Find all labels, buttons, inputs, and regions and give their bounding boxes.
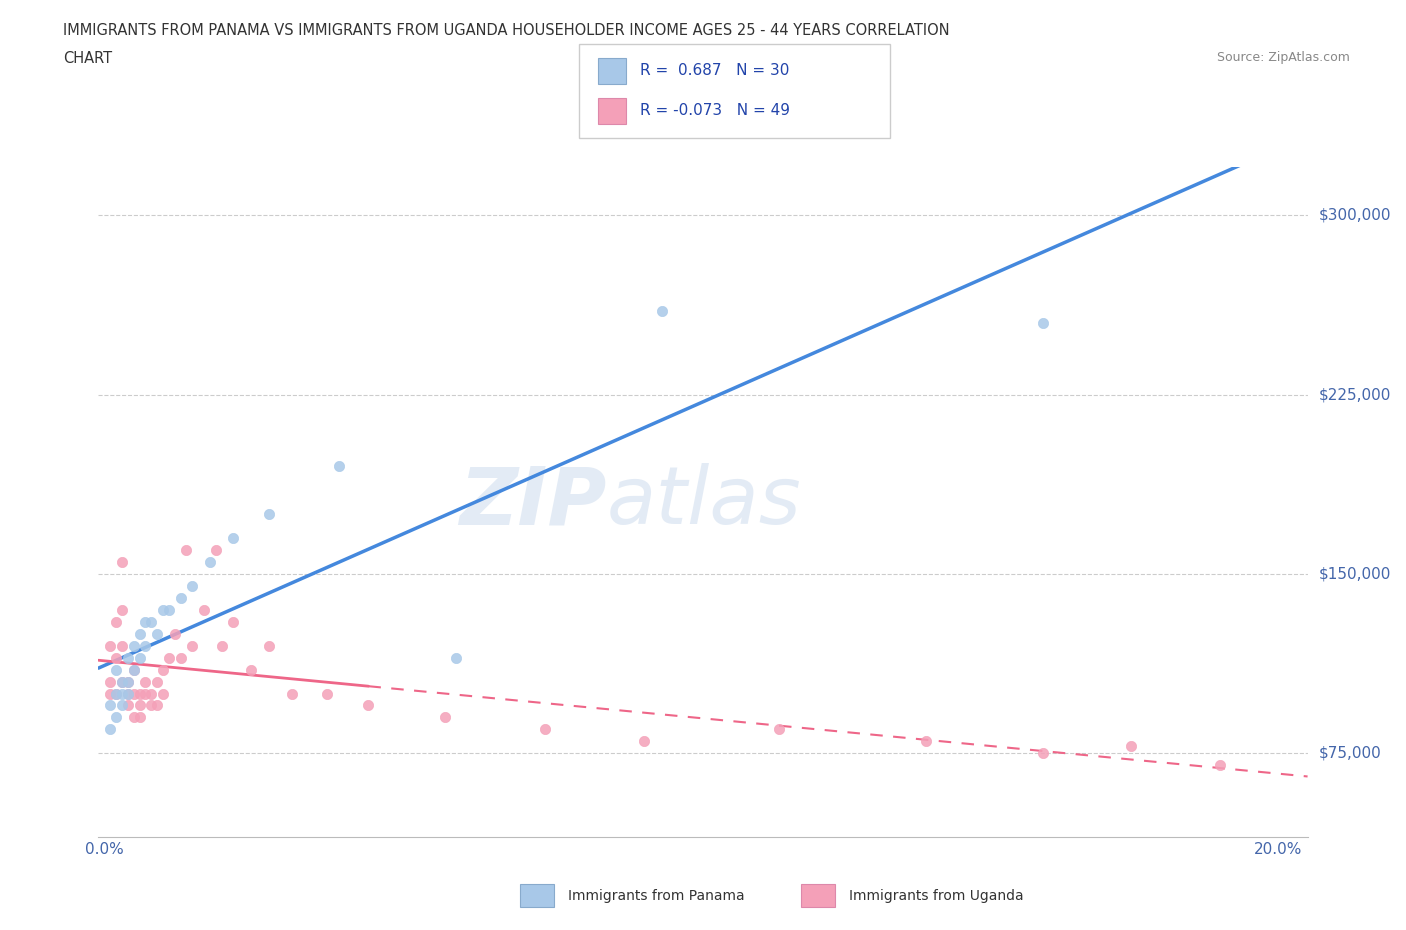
Point xyxy=(98,698,121,713)
Point xyxy=(98,674,121,689)
Point xyxy=(111,554,134,569)
Point xyxy=(122,710,145,724)
Point xyxy=(122,662,145,677)
Point xyxy=(181,638,204,653)
Point xyxy=(128,710,150,724)
Point xyxy=(134,638,156,653)
Point xyxy=(433,710,456,724)
Point xyxy=(111,674,134,689)
Point xyxy=(117,650,139,665)
Point xyxy=(122,638,145,653)
Point xyxy=(134,615,156,630)
Point xyxy=(111,686,134,701)
Point xyxy=(157,603,180,618)
Point xyxy=(163,626,186,641)
Point xyxy=(98,686,121,701)
Point xyxy=(111,674,134,689)
Point xyxy=(328,458,350,473)
Point xyxy=(105,710,128,724)
Point xyxy=(117,674,139,689)
Point xyxy=(152,603,174,618)
Point xyxy=(111,603,134,618)
Point xyxy=(141,686,163,701)
Text: $75,000: $75,000 xyxy=(1319,746,1382,761)
Point xyxy=(128,626,150,641)
Point xyxy=(222,615,245,630)
Point xyxy=(181,578,204,593)
Point xyxy=(105,686,128,701)
Point xyxy=(105,650,128,665)
Text: $150,000: $150,000 xyxy=(1319,566,1391,581)
Point xyxy=(1208,758,1230,773)
Point xyxy=(257,638,280,653)
Point xyxy=(633,734,655,749)
Point xyxy=(134,674,156,689)
Text: IMMIGRANTS FROM PANAMA VS IMMIGRANTS FROM UGANDA HOUSEHOLDER INCOME AGES 25 - 44: IMMIGRANTS FROM PANAMA VS IMMIGRANTS FRO… xyxy=(63,23,950,38)
Point xyxy=(211,638,233,653)
Point xyxy=(111,698,134,713)
Text: Immigrants from Panama: Immigrants from Panama xyxy=(568,888,745,903)
Point xyxy=(357,698,380,713)
Point xyxy=(152,662,174,677)
Point xyxy=(157,650,180,665)
Point xyxy=(122,662,145,677)
Point xyxy=(128,698,150,713)
Point xyxy=(257,507,280,522)
Point xyxy=(117,674,139,689)
Point xyxy=(176,542,198,557)
Point xyxy=(134,686,156,701)
Point xyxy=(141,698,163,713)
Text: Source: ZipAtlas.com: Source: ZipAtlas.com xyxy=(1216,51,1350,64)
Point xyxy=(98,638,121,653)
Point xyxy=(651,303,673,318)
Point xyxy=(146,674,169,689)
Point xyxy=(146,626,169,641)
Point xyxy=(117,698,139,713)
Point xyxy=(915,734,938,749)
Point xyxy=(204,542,226,557)
Point xyxy=(105,662,128,677)
Point xyxy=(198,554,221,569)
Point xyxy=(768,722,790,737)
Point xyxy=(533,722,555,737)
Point xyxy=(1032,746,1054,761)
Point xyxy=(222,531,245,546)
Point xyxy=(240,662,263,677)
Point xyxy=(111,638,134,653)
Point xyxy=(446,650,468,665)
Point xyxy=(1121,738,1143,753)
Point xyxy=(1032,315,1054,330)
Text: CHART: CHART xyxy=(63,51,112,66)
Text: R =  0.687   N = 30: R = 0.687 N = 30 xyxy=(640,63,789,78)
Point xyxy=(146,698,169,713)
Text: R = -0.073   N = 49: R = -0.073 N = 49 xyxy=(640,103,790,118)
Text: $225,000: $225,000 xyxy=(1319,387,1391,402)
Point xyxy=(117,686,139,701)
Text: atlas: atlas xyxy=(606,463,801,541)
Point xyxy=(152,686,174,701)
Point xyxy=(128,650,150,665)
Point xyxy=(169,591,191,605)
Point xyxy=(281,686,304,701)
Y-axis label: Householder Income Ages 25 - 44 years: Householder Income Ages 25 - 44 years xyxy=(0,364,7,641)
Point xyxy=(105,615,128,630)
Text: ZIP: ZIP xyxy=(458,463,606,541)
Text: Immigrants from Uganda: Immigrants from Uganda xyxy=(849,888,1024,903)
Point xyxy=(316,686,339,701)
Text: $300,000: $300,000 xyxy=(1319,207,1391,222)
Point xyxy=(128,686,150,701)
Point xyxy=(98,722,121,737)
Point xyxy=(193,603,215,618)
Point xyxy=(117,686,139,701)
Point xyxy=(105,686,128,701)
Point xyxy=(141,615,163,630)
Point xyxy=(122,686,145,701)
Point xyxy=(169,650,191,665)
